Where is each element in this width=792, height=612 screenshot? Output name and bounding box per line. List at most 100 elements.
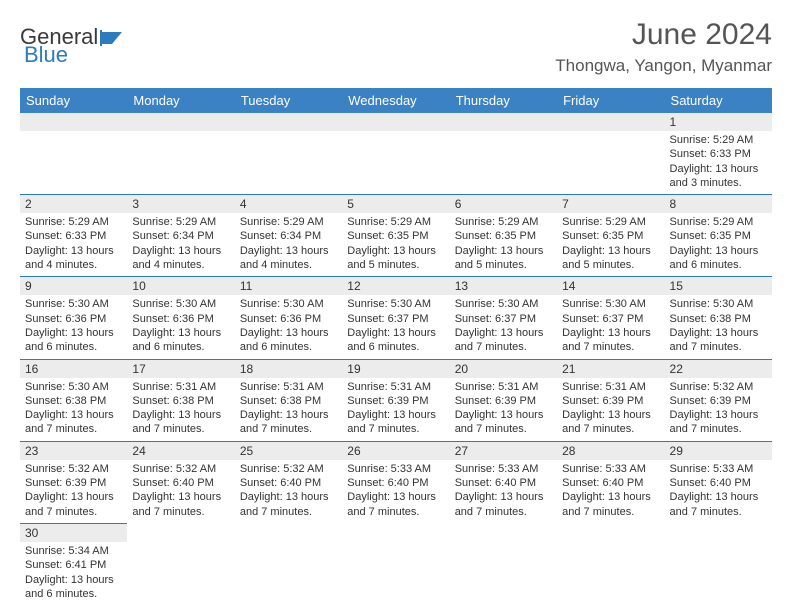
weekday-header-row: SundayMondayTuesdayWednesdayThursdayFrid… (20, 88, 772, 113)
calendar-cell-empty (235, 113, 342, 195)
day-number: 9 (20, 277, 127, 295)
day-number: 30 (20, 524, 127, 542)
calendar-cell: 17Sunrise: 5:31 AMSunset: 6:38 PMDayligh… (127, 359, 234, 441)
day-info: Sunrise: 5:31 AMSunset: 6:38 PMDaylight:… (235, 378, 342, 441)
day-number: 21 (557, 360, 664, 378)
calendar-cell: 18Sunrise: 5:31 AMSunset: 6:38 PMDayligh… (235, 359, 342, 441)
calendar-cell-empty (557, 113, 664, 195)
day-info: Sunrise: 5:30 AMSunset: 6:37 PMDaylight:… (342, 295, 449, 358)
calendar-cell: 26Sunrise: 5:33 AMSunset: 6:40 PMDayligh… (342, 441, 449, 523)
day-info: Sunrise: 5:32 AMSunset: 6:40 PMDaylight:… (127, 460, 234, 523)
day-number: 4 (235, 195, 342, 213)
calendar-cell-empty (557, 523, 664, 605)
day-number: 8 (665, 195, 772, 213)
day-info: Sunrise: 5:31 AMSunset: 6:39 PMDaylight:… (342, 378, 449, 441)
month-title: June 2024 (555, 18, 772, 52)
day-number: 22 (665, 360, 772, 378)
day-info: Sunrise: 5:29 AMSunset: 6:35 PMDaylight:… (450, 213, 557, 276)
day-number: 20 (450, 360, 557, 378)
day-number: 3 (127, 195, 234, 213)
day-info: Sunrise: 5:29 AMSunset: 6:34 PMDaylight:… (235, 213, 342, 276)
calendar-cell: 16Sunrise: 5:30 AMSunset: 6:38 PMDayligh… (20, 359, 127, 441)
calendar-cell-empty (235, 523, 342, 605)
day-number-empty (20, 113, 127, 131)
calendar-cell: 29Sunrise: 5:33 AMSunset: 6:40 PMDayligh… (665, 441, 772, 523)
calendar-cell: 10Sunrise: 5:30 AMSunset: 6:36 PMDayligh… (127, 277, 234, 359)
day-info: Sunrise: 5:33 AMSunset: 6:40 PMDaylight:… (450, 460, 557, 523)
day-info: Sunrise: 5:29 AMSunset: 6:35 PMDaylight:… (342, 213, 449, 276)
calendar-cell: 21Sunrise: 5:31 AMSunset: 6:39 PMDayligh… (557, 359, 664, 441)
day-number: 29 (665, 442, 772, 460)
calendar-cell: 7Sunrise: 5:29 AMSunset: 6:35 PMDaylight… (557, 195, 664, 277)
day-info: Sunrise: 5:34 AMSunset: 6:41 PMDaylight:… (20, 542, 127, 605)
day-info: Sunrise: 5:29 AMSunset: 6:34 PMDaylight:… (127, 213, 234, 276)
day-number: 15 (665, 277, 772, 295)
day-info: Sunrise: 5:30 AMSunset: 6:36 PMDaylight:… (20, 295, 127, 358)
day-number: 5 (342, 195, 449, 213)
logo-text-2: Blue (24, 42, 68, 68)
calendar-row: 9Sunrise: 5:30 AMSunset: 6:36 PMDaylight… (20, 277, 772, 359)
weekday-header: Thursday (450, 88, 557, 113)
flag-icon (100, 28, 126, 46)
day-number: 12 (342, 277, 449, 295)
day-number: 6 (450, 195, 557, 213)
day-info: Sunrise: 5:32 AMSunset: 6:40 PMDaylight:… (235, 460, 342, 523)
day-number: 17 (127, 360, 234, 378)
day-number-empty (557, 113, 664, 131)
day-number: 28 (557, 442, 664, 460)
calendar-row: 23Sunrise: 5:32 AMSunset: 6:39 PMDayligh… (20, 441, 772, 523)
calendar-cell-empty (20, 113, 127, 195)
day-number: 27 (450, 442, 557, 460)
day-info: Sunrise: 5:30 AMSunset: 6:37 PMDaylight:… (557, 295, 664, 358)
day-number: 13 (450, 277, 557, 295)
day-number-empty (235, 113, 342, 131)
day-number: 25 (235, 442, 342, 460)
calendar-cell: 25Sunrise: 5:32 AMSunset: 6:40 PMDayligh… (235, 441, 342, 523)
day-number: 18 (235, 360, 342, 378)
day-info: Sunrise: 5:29 AMSunset: 6:35 PMDaylight:… (557, 213, 664, 276)
day-info: Sunrise: 5:30 AMSunset: 6:37 PMDaylight:… (450, 295, 557, 358)
day-number: 19 (342, 360, 449, 378)
calendar-cell: 4Sunrise: 5:29 AMSunset: 6:34 PMDaylight… (235, 195, 342, 277)
weekday-header: Sunday (20, 88, 127, 113)
day-number-empty (127, 113, 234, 131)
day-number: 10 (127, 277, 234, 295)
day-info: Sunrise: 5:29 AMSunset: 6:35 PMDaylight:… (665, 213, 772, 276)
day-number: 7 (557, 195, 664, 213)
calendar-cell-empty (342, 113, 449, 195)
day-info: Sunrise: 5:32 AMSunset: 6:39 PMDaylight:… (665, 378, 772, 441)
day-info: Sunrise: 5:29 AMSunset: 6:33 PMDaylight:… (20, 213, 127, 276)
day-number: 23 (20, 442, 127, 460)
calendar-cell: 24Sunrise: 5:32 AMSunset: 6:40 PMDayligh… (127, 441, 234, 523)
day-info: Sunrise: 5:33 AMSunset: 6:40 PMDaylight:… (665, 460, 772, 523)
day-number: 11 (235, 277, 342, 295)
location: Thongwa, Yangon, Myanmar (555, 56, 772, 76)
calendar-cell: 27Sunrise: 5:33 AMSunset: 6:40 PMDayligh… (450, 441, 557, 523)
calendar-cell-empty (665, 523, 772, 605)
calendar-cell: 8Sunrise: 5:29 AMSunset: 6:35 PMDaylight… (665, 195, 772, 277)
calendar-cell-empty (127, 523, 234, 605)
calendar-row: 16Sunrise: 5:30 AMSunset: 6:38 PMDayligh… (20, 359, 772, 441)
calendar-cell: 2Sunrise: 5:29 AMSunset: 6:33 PMDaylight… (20, 195, 127, 277)
day-info: Sunrise: 5:33 AMSunset: 6:40 PMDaylight:… (342, 460, 449, 523)
calendar-cell: 19Sunrise: 5:31 AMSunset: 6:39 PMDayligh… (342, 359, 449, 441)
day-info: Sunrise: 5:30 AMSunset: 6:38 PMDaylight:… (665, 295, 772, 358)
day-info: Sunrise: 5:33 AMSunset: 6:40 PMDaylight:… (557, 460, 664, 523)
calendar-cell: 5Sunrise: 5:29 AMSunset: 6:35 PMDaylight… (342, 195, 449, 277)
day-number: 24 (127, 442, 234, 460)
calendar-cell: 12Sunrise: 5:30 AMSunset: 6:37 PMDayligh… (342, 277, 449, 359)
calendar-cell: 15Sunrise: 5:30 AMSunset: 6:38 PMDayligh… (665, 277, 772, 359)
title-block: June 2024 Thongwa, Yangon, Myanmar (555, 18, 772, 76)
calendar-cell: 3Sunrise: 5:29 AMSunset: 6:34 PMDaylight… (127, 195, 234, 277)
calendar-cell-empty (450, 523, 557, 605)
day-info: Sunrise: 5:30 AMSunset: 6:36 PMDaylight:… (235, 295, 342, 358)
day-number: 26 (342, 442, 449, 460)
weekday-header: Friday (557, 88, 664, 113)
calendar-cell-empty (127, 113, 234, 195)
calendar-cell: 22Sunrise: 5:32 AMSunset: 6:39 PMDayligh… (665, 359, 772, 441)
day-number: 14 (557, 277, 664, 295)
calendar-cell: 14Sunrise: 5:30 AMSunset: 6:37 PMDayligh… (557, 277, 664, 359)
calendar-cell: 20Sunrise: 5:31 AMSunset: 6:39 PMDayligh… (450, 359, 557, 441)
calendar-body: 1Sunrise: 5:29 AMSunset: 6:33 PMDaylight… (20, 113, 772, 605)
calendar-cell-empty (342, 523, 449, 605)
